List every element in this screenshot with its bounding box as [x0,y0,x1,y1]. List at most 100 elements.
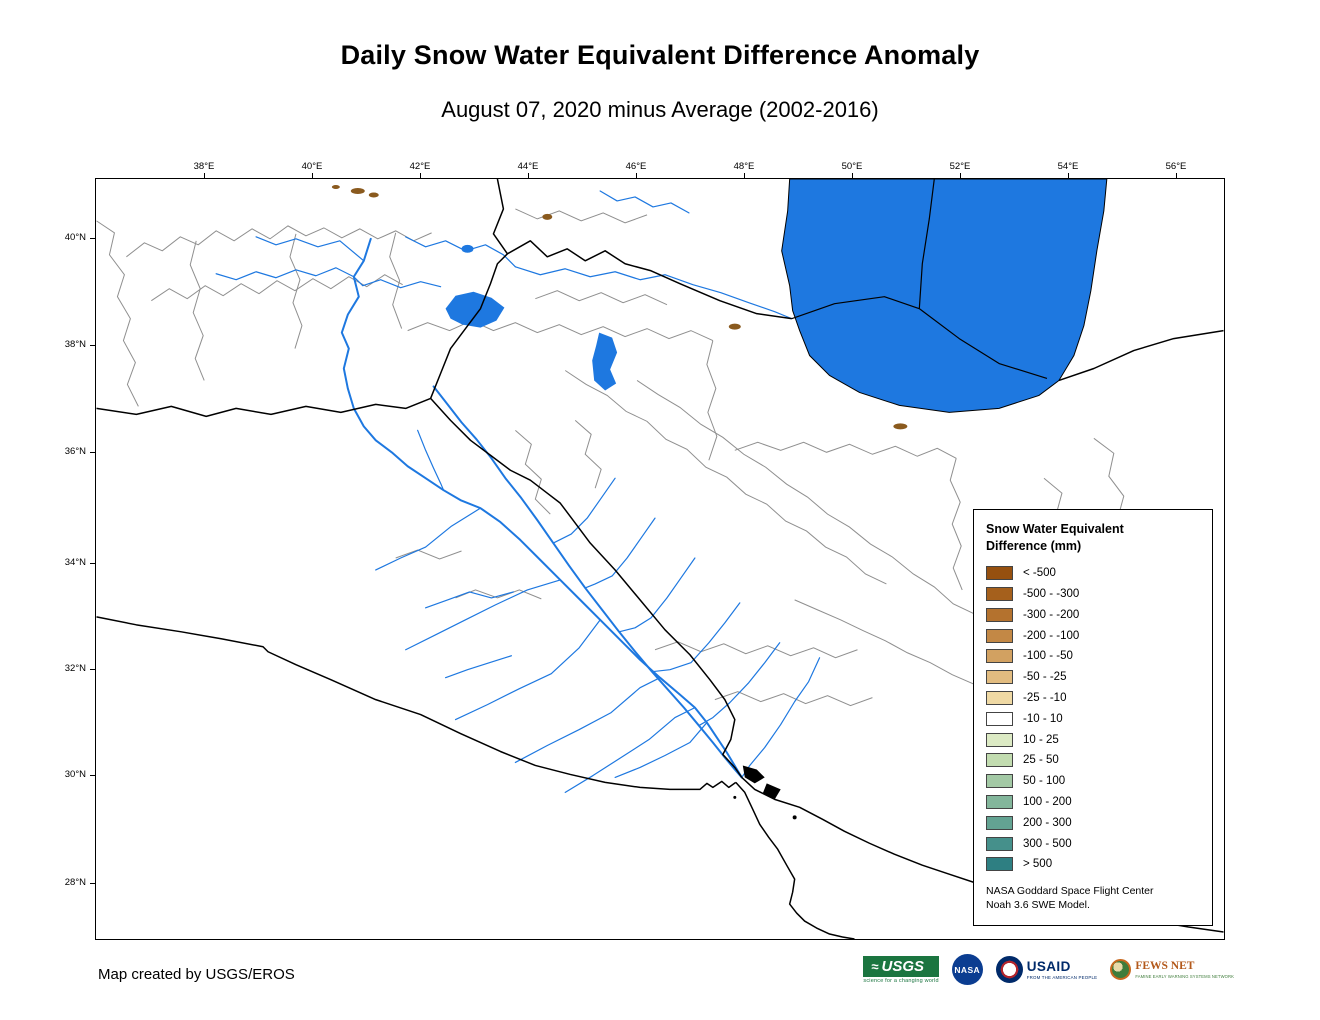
lon-tick-label: 44°E [517,161,539,172]
lat-tick-label: 28°N [64,877,86,888]
page-subtitle: August 07, 2020 minus Average (2002-2016… [441,97,879,122]
legend-swatch [986,628,1013,643]
legend-row: > 500 [986,854,1200,875]
lat-tick-mark [90,452,96,453]
legend-swatch [986,690,1013,705]
legend-row: -25 - -10 [986,688,1200,709]
map-canvas [96,179,1224,939]
usaid-logo-text: USAID [1026,958,1071,974]
legend-row: 200 - 300 [986,812,1200,833]
legend-row-label: 300 - 500 [1023,837,1072,850]
legend-note-line1: NASA Goddard Space Flight Center [986,884,1154,897]
lon-tick-label: 38°E [193,161,215,172]
legend-row-label: > 500 [1023,858,1053,871]
usgs-logo-block: ≈ USGS [863,955,939,977]
page-title: Daily Snow Water Equivalent Difference A… [340,40,980,70]
lon-tick-label: 56°E [1165,161,1187,172]
lon-tick-mark [204,173,205,179]
legend-row: 25 - 50 [986,750,1200,771]
legend-row-label: -500 - -300 [1023,587,1080,600]
lon-tick-mark [852,173,853,179]
map: 38°E 40°E 42°E 44°E 46°E 48°E 50°E 52°E … [65,161,1225,940]
lon-tick-mark [528,173,529,179]
anomaly-patches [331,184,908,430]
legend-row-label: -50 - -25 [1023,671,1067,684]
usgs-tagline: science for a changing world [863,977,939,984]
lat-tick-label: 34°N [64,557,86,568]
legend-note-line2: Noah 3.6 SWE Model. [986,899,1090,912]
fews-net-logo: FEWS NET FAMINE EARLY WARNING SYSTEMS NE… [1110,959,1234,980]
legend-swatch [986,649,1013,664]
legend-row-label: -10 - 10 [1023,712,1063,725]
lon-tick-label: 48°E [733,161,755,172]
lon-tick-label: 54°E [1057,161,1079,172]
lat-tick-label: 38°N [64,339,86,350]
lon-tick-label: 46°E [625,161,647,172]
legend-row: 50 - 100 [986,771,1200,792]
legend-row: 100 - 200 [986,792,1200,813]
usgs-logo: ≈ USGS science for a changing world [863,955,939,984]
legend-swatch [986,857,1013,872]
legend-row-label: 200 - 300 [1023,816,1072,829]
lat-tick-mark [90,883,96,884]
legend-swatch [986,753,1013,768]
lon-tick-mark [636,173,637,179]
lat-tick-label: 40°N [64,232,86,243]
legend-swatch [986,566,1013,581]
legend-row: 300 - 500 [986,833,1200,854]
lat-tick-mark [90,563,96,564]
lake-van [445,291,505,328]
legend-swatch [986,794,1013,809]
legend-title-line1: Snow Water Equivalent [986,522,1124,536]
legend-row: -50 - -25 [986,667,1200,688]
legend-swatch [986,586,1013,601]
fews-logo-text-block: FEWS NET FAMINE EARLY WARNING SYSTEMS NE… [1135,959,1234,979]
lat-tick-label: 32°N [64,663,86,674]
usaid-logo: USAID FROM THE AMERICAN PEOPLE [995,956,1098,983]
legend-swatch [986,670,1013,685]
lon-tick-label: 40°E [301,161,323,172]
legend-title-line2: Difference (mm) [986,538,1082,553]
legend-row-label: 100 - 200 [1023,795,1072,808]
lon-tick-mark [312,173,313,179]
legend-row: -200 - -100 [986,625,1200,646]
tigris-river [432,385,743,779]
lon-tick-label: 50°E [841,161,863,172]
legend-row-label: -25 - -10 [1023,691,1067,704]
legend-row-label: -100 - -50 [1023,650,1073,663]
usaid-seal-icon [995,956,1023,983]
lon-tick-mark [960,173,961,179]
legend-swatch [986,607,1013,622]
legend-swatch [986,732,1013,747]
footer-logos: ≈ USGS science for a changing world NASA… [863,954,1234,985]
legend-row: 10 - 25 [986,729,1200,750]
lake-urmia [592,332,618,391]
delta-landforms [733,765,797,820]
lon-tick-mark [744,173,745,179]
fews-logo-text: FEWS NET [1135,959,1195,972]
map-credit: Map created by USGS/EROS [98,966,295,983]
lon-tick-label: 42°E [409,161,431,172]
country-borders [96,179,1224,939]
legend-row-label: 50 - 100 [1023,775,1066,788]
usgs-wave-icon: ≈ [871,958,879,974]
lon-tick-mark [420,173,421,179]
legend-row: -10 - 10 [986,708,1200,729]
euphrates-river [340,237,743,779]
legend-row-label: 25 - 50 [1023,754,1059,767]
legend-swatch [986,836,1013,851]
usgs-logo-text: USGS [881,957,925,975]
fews-globe-icon [1110,959,1132,980]
legend-rows: < -500 -500 - -300 -300 - -200 -200 - -1… [986,563,1200,875]
lakes [445,244,618,391]
rivers [215,190,821,793]
legend-row-label: < -500 [1023,567,1056,580]
legend-note: NASA Goddard Space Flight Center Noah 3.… [986,884,1200,913]
usaid-logo-text-block: USAID FROM THE AMERICAN PEOPLE [1026,958,1098,980]
legend-row: -500 - -300 [986,584,1200,605]
legend-row: -300 - -200 [986,604,1200,625]
usaid-tagline: FROM THE AMERICAN PEOPLE [1026,974,1098,980]
legend-title: Snow Water Equivalent Difference (mm) [986,521,1200,555]
lon-tick-mark [1176,173,1177,179]
legend-swatch [986,774,1013,789]
